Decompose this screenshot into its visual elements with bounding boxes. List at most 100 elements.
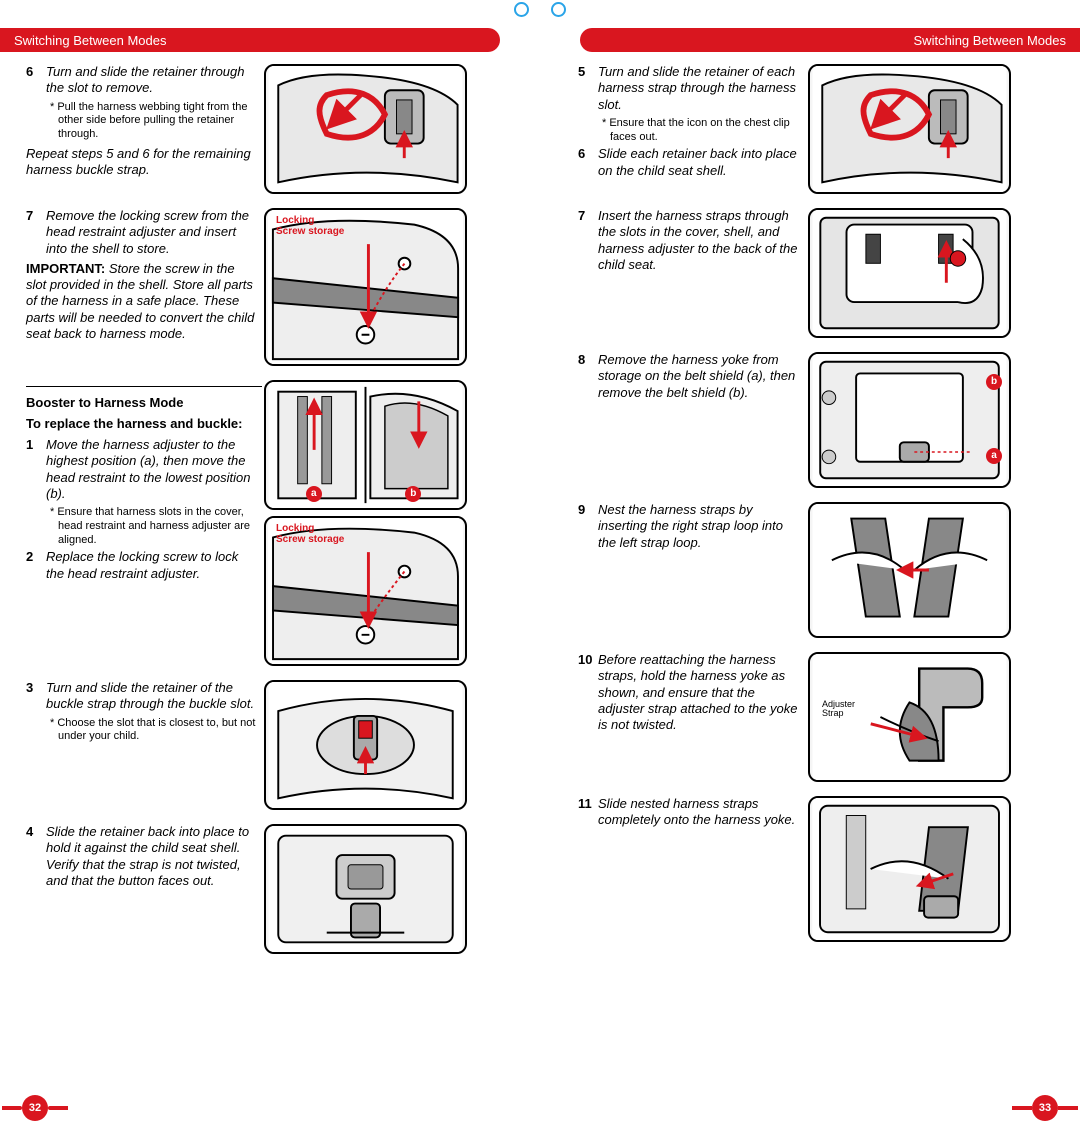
page-header: Switching Between Modes <box>580 28 1080 52</box>
text-column: 7Insert the harness straps through the s… <box>578 208 808 277</box>
step-text: Slide each retainer back into place on t… <box>598 146 800 179</box>
badge-b: b <box>986 374 1002 390</box>
page-spread: Switching Between Modes 6Turn and slide … <box>0 0 1080 1143</box>
step: 2Replace the locking screw to lock the h… <box>26 549 256 582</box>
figure-column <box>808 796 1011 942</box>
instruction-row: 8Remove the harness yoke from storage on… <box>578 352 1054 488</box>
figure-slide-yoke <box>808 796 1011 942</box>
step: 10Before reattaching the harness straps,… <box>578 652 800 733</box>
step-number: 3 <box>26 680 46 713</box>
figure-straps-through <box>808 208 1011 338</box>
text-column: 5Turn and slide the retainer of each har… <box>578 64 808 183</box>
step-text: Before reattaching the harness straps, h… <box>598 652 800 733</box>
text-column: 10Before reattaching the harness straps,… <box>578 652 808 737</box>
step: 5Turn and slide the retainer of each har… <box>578 64 800 113</box>
figure-yoke-shield: ba <box>808 352 1011 488</box>
figure-column <box>808 64 1011 194</box>
step-number: 4 <box>26 824 46 889</box>
content-left: 6Turn and slide the retainer through the… <box>0 52 540 954</box>
instruction-row: 3Turn and slide the retainer of the buck… <box>26 680 522 810</box>
step-number: 6 <box>26 64 46 97</box>
figure-column: Adjuster Strap <box>808 652 1011 782</box>
step-text: Turn and slide the retainer of the buckl… <box>46 680 256 713</box>
step-text: Remove the harness yoke from storage on … <box>598 352 800 401</box>
figure-caption: Locking Screw storage <box>276 524 344 545</box>
note-text: IMPORTANT: Store the screw in the slot p… <box>26 261 256 342</box>
text-column: Booster to Harness Mode To replace the ha… <box>26 380 264 586</box>
figure-column <box>264 680 467 810</box>
step-number: 6 <box>578 146 598 179</box>
note-text: Repeat steps 5 and 6 for the remaining h… <box>26 146 256 179</box>
figure-screw-storage: Locking Screw storage <box>264 516 467 666</box>
instruction-row: 10Before reattaching the harness straps,… <box>578 652 1054 782</box>
instruction-row: 7Insert the harness straps through the s… <box>578 208 1054 338</box>
page-header: Switching Between Modes <box>0 28 500 52</box>
step-text: Slide the retainer back into place to ho… <box>46 824 256 889</box>
figure-column: ba <box>808 352 1011 488</box>
instruction-row: 11Slide nested harness straps completely… <box>578 796 1054 942</box>
page-number: 32 <box>22 1095 48 1121</box>
instruction-row: Booster to Harness Mode To replace the ha… <box>26 380 522 666</box>
subheading: To replace the harness and buckle: <box>26 416 256 431</box>
badge-a: a <box>306 486 322 502</box>
step: 1Move the harness adjuster to the highes… <box>26 437 256 502</box>
text-column: 11Slide nested harness straps completely… <box>578 796 808 833</box>
figure-column: ab Locking Screw storage <box>264 380 467 666</box>
step-number: 2 <box>26 549 46 582</box>
instruction-row: 9Nest the harness straps by inserting th… <box>578 502 1054 638</box>
figure-column <box>808 208 1011 338</box>
step: 9Nest the harness straps by inserting th… <box>578 502 800 551</box>
step: 7Remove the locking screw from the head … <box>26 208 256 257</box>
step-bullet: Ensure that harness slots in the cover, … <box>46 506 256 547</box>
text-column: 4Slide the retainer back into place to h… <box>26 824 264 893</box>
figure-column <box>264 64 467 194</box>
content-right: 5Turn and slide the retainer of each har… <box>540 52 1080 942</box>
page-32: Switching Between Modes 6Turn and slide … <box>0 0 540 1143</box>
text-column: 3Turn and slide the retainer of the buck… <box>26 680 264 746</box>
step-number: 7 <box>578 208 598 273</box>
step-text: Replace the locking screw to lock the he… <box>46 549 256 582</box>
figure-hold-yoke: Adjuster Strap <box>808 652 1011 782</box>
step-text: Turn and slide the retainer of each harn… <box>598 64 800 113</box>
subheading: Booster to Harness Mode <box>26 395 256 410</box>
step: 8Remove the harness yoke from storage on… <box>578 352 800 401</box>
step-bullet: Pull the harness webbing tight from the … <box>46 101 256 142</box>
step-text: Nest the harness straps by inserting the… <box>598 502 800 551</box>
text-column: 6Turn and slide the retainer through the… <box>26 64 264 178</box>
step-text: Insert the harness straps through the sl… <box>598 208 800 273</box>
step: 7Insert the harness straps through the s… <box>578 208 800 273</box>
figure-caption: Locking Screw storage <box>276 216 344 237</box>
step: 6Slide each retainer back into place on … <box>578 146 800 179</box>
step: 11Slide nested harness straps completely… <box>578 796 800 829</box>
instruction-row: 7Remove the locking screw from the head … <box>26 208 522 366</box>
figure-nest-straps <box>808 502 1011 638</box>
text-column: 9Nest the harness straps by inserting th… <box>578 502 808 555</box>
section-divider <box>26 386 262 387</box>
instruction-row: 5Turn and slide the retainer of each har… <box>578 64 1054 194</box>
text-column: 8Remove the harness yoke from storage on… <box>578 352 808 405</box>
figure-column <box>808 502 1011 638</box>
step-number: 10 <box>578 652 598 733</box>
figure-dual-ab: ab <box>264 380 467 510</box>
text-column: 7Remove the locking screw from the head … <box>26 208 264 342</box>
page-33: Switching Between Modes 5Turn and slide … <box>540 0 1080 1143</box>
step-number: 1 <box>26 437 46 502</box>
step-text: Turn and slide the retainer through the … <box>46 64 256 97</box>
instruction-row: 6Turn and slide the retainer through the… <box>26 64 522 194</box>
page-number: 33 <box>1032 1095 1058 1121</box>
step-number: 11 <box>578 796 598 829</box>
step-number: 8 <box>578 352 598 401</box>
instruction-row: 4Slide the retainer back into place to h… <box>26 824 522 954</box>
badge-b: b <box>405 486 421 502</box>
step: 3Turn and slide the retainer of the buck… <box>26 680 256 713</box>
step-bullet: Choose the slot that is closest to, but … <box>46 717 256 745</box>
step-text: Remove the locking screw from the head r… <box>46 208 256 257</box>
figure-retainer-back <box>264 824 467 954</box>
figure-buckle-slot <box>264 680 467 810</box>
step-number: 7 <box>26 208 46 257</box>
figure-label: Adjuster Strap <box>822 700 855 719</box>
badge-a: a <box>986 448 1002 464</box>
step-text: Move the harness adjuster to the highest… <box>46 437 256 502</box>
figure-column: Locking Screw storage <box>264 208 467 366</box>
step-bullet: Ensure that the icon on the chest clip f… <box>598 117 800 145</box>
